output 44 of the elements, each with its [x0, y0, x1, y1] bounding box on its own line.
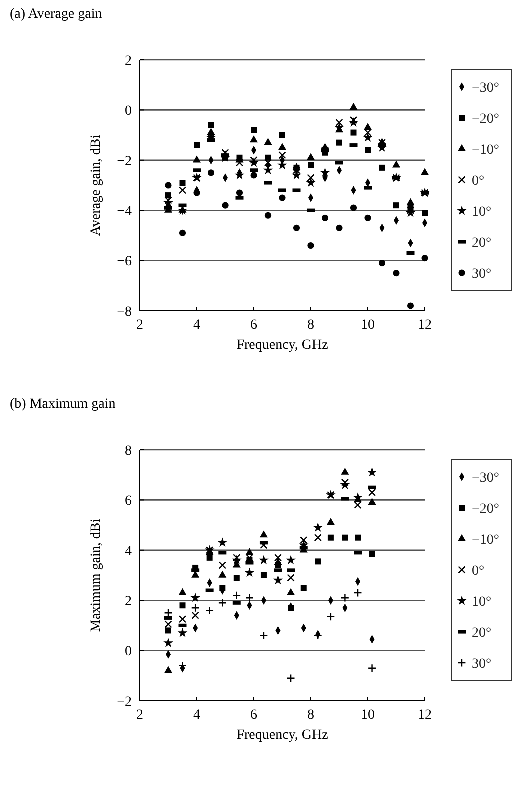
legend-label: −20° — [472, 112, 500, 127]
x-tick-label: 8 — [308, 708, 314, 723]
y-tick-label: 2 — [125, 54, 132, 69]
x-tick-label: 12 — [418, 318, 432, 333]
legend-label: −20° — [472, 502, 500, 517]
y-axis-title: Maximum gain, dBi — [89, 518, 104, 632]
x-tick-label: 10 — [361, 318, 375, 333]
x-axis-title: Frequency, GHz — [236, 338, 328, 353]
y-tick-label: 0 — [125, 104, 132, 120]
y-tick-label: 8 — [125, 444, 132, 459]
y-tick-label: −8 — [117, 304, 132, 320]
y-tick-label: −2 — [117, 154, 132, 170]
y-tick-label: −2 — [117, 694, 132, 710]
x-tick-label: 6 — [250, 318, 258, 333]
chart-title: (a) Average gain — [10, 7, 102, 22]
x-axis-title: Frequency, GHz — [236, 728, 328, 743]
chart-title: (b) Maximum gain — [10, 397, 116, 412]
y-tick-label: −6 — [117, 254, 132, 270]
x-tick-label: 2 — [136, 318, 144, 333]
legend-label: 30° — [472, 656, 492, 672]
y-tick-label: 6 — [125, 494, 132, 510]
y-tick-label: 0 — [125, 644, 132, 660]
legend-label: −10° — [472, 532, 500, 548]
y-tick-label: 2 — [125, 594, 132, 610]
legend-label: 30° — [472, 266, 492, 282]
y-tick-label: −4 — [117, 204, 132, 220]
x-tick-label: 4 — [194, 318, 200, 333]
x-tick-label: 4 — [194, 708, 200, 723]
legend-label: 20° — [472, 236, 492, 251]
y-tick-label: 4 — [125, 544, 132, 560]
legend-label: −30° — [472, 470, 500, 486]
x-tick-label: 12 — [418, 708, 432, 723]
x-tick-label: 8 — [308, 318, 314, 333]
legend-label: −10° — [472, 142, 500, 158]
x-tick-label: 2 — [136, 708, 144, 723]
legend-label: 0° — [472, 174, 485, 189]
legend-label: 20° — [472, 626, 492, 641]
y-axis-title: Average gain, dBi — [89, 134, 104, 236]
legend-label: −30° — [472, 80, 500, 96]
x-tick-label: 10 — [361, 708, 375, 723]
x-tick-label: 6 — [250, 708, 258, 723]
legend-label: 10° — [472, 594, 492, 610]
legend-label: 10° — [472, 204, 492, 220]
legend-label: 0° — [472, 564, 485, 579]
